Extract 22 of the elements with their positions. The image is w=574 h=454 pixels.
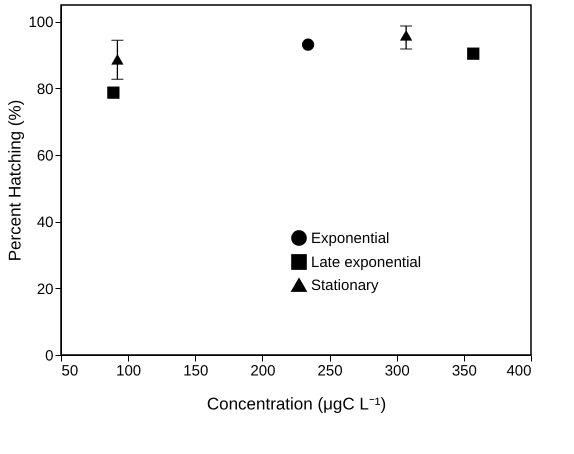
point: [302, 38, 314, 51]
x-tick-label: 100: [116, 362, 142, 380]
point: [107, 86, 120, 99]
y-tick-label: 40: [36, 214, 54, 232]
y-tick-label: 100: [28, 14, 54, 32]
point: [467, 48, 480, 60]
x-tick-label: 50: [62, 362, 78, 380]
y-tick-label: 60: [36, 148, 54, 164]
x-tick-label: 200: [250, 362, 276, 380]
y-tick-label: 0: [45, 348, 54, 364]
x-tick-label: 150: [183, 362, 208, 380]
legend-label: Exponential: [311, 230, 390, 247]
x-axis-title: Concentration (μgC L⁻¹): [206, 394, 386, 414]
legend-label: Late exponential: [311, 254, 422, 271]
y-tick-label: 80: [36, 80, 54, 98]
y-tick-label: 20: [36, 280, 54, 298]
x-tick-label: 300: [384, 362, 410, 380]
x-tick-label: 350: [452, 362, 477, 380]
legend-label: Stationary: [311, 277, 380, 294]
x-tick-label: 400: [506, 362, 532, 380]
y-axis-title: Percent Hatching (%): [5, 100, 24, 262]
x-tick-label: 250: [318, 362, 343, 380]
